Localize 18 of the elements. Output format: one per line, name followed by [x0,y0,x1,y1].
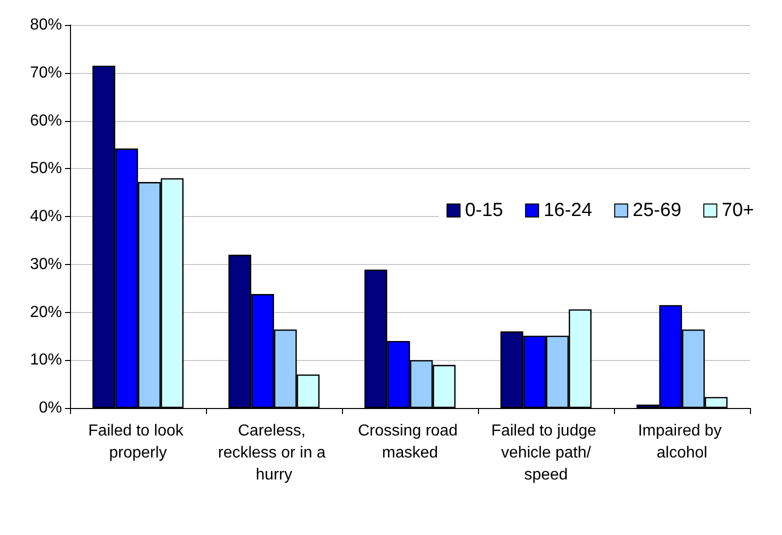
x-tick-label: Failed to look properly [88,422,188,462]
y-tick-label: 10% [30,352,62,369]
legend-label: 70+ [722,200,754,221]
y-tick-label: 50% [30,160,62,178]
x-tick-label: Crossing road masked [358,422,462,462]
y-tick-label: 40% [30,208,62,225]
x-tick-label: Careless, reckless or in a hurry [218,422,330,484]
legend-label: 0-15 [465,200,504,221]
legend-label: 25-69 [632,200,682,221]
x-tick-label: Failed to judge vehicle path/speed [491,422,601,484]
y-tick-label: 80% [30,16,62,34]
legend-label: 16-24 [544,200,593,221]
y-tick-label: 30% [30,256,62,273]
y-tick-label: 20% [30,304,62,321]
y-tick-label: 60% [30,112,62,130]
y-tick-label: 0% [38,400,62,416]
y-tick-label: 70% [30,64,62,82]
x-tick-label: Impaired by alcohol [638,422,726,462]
